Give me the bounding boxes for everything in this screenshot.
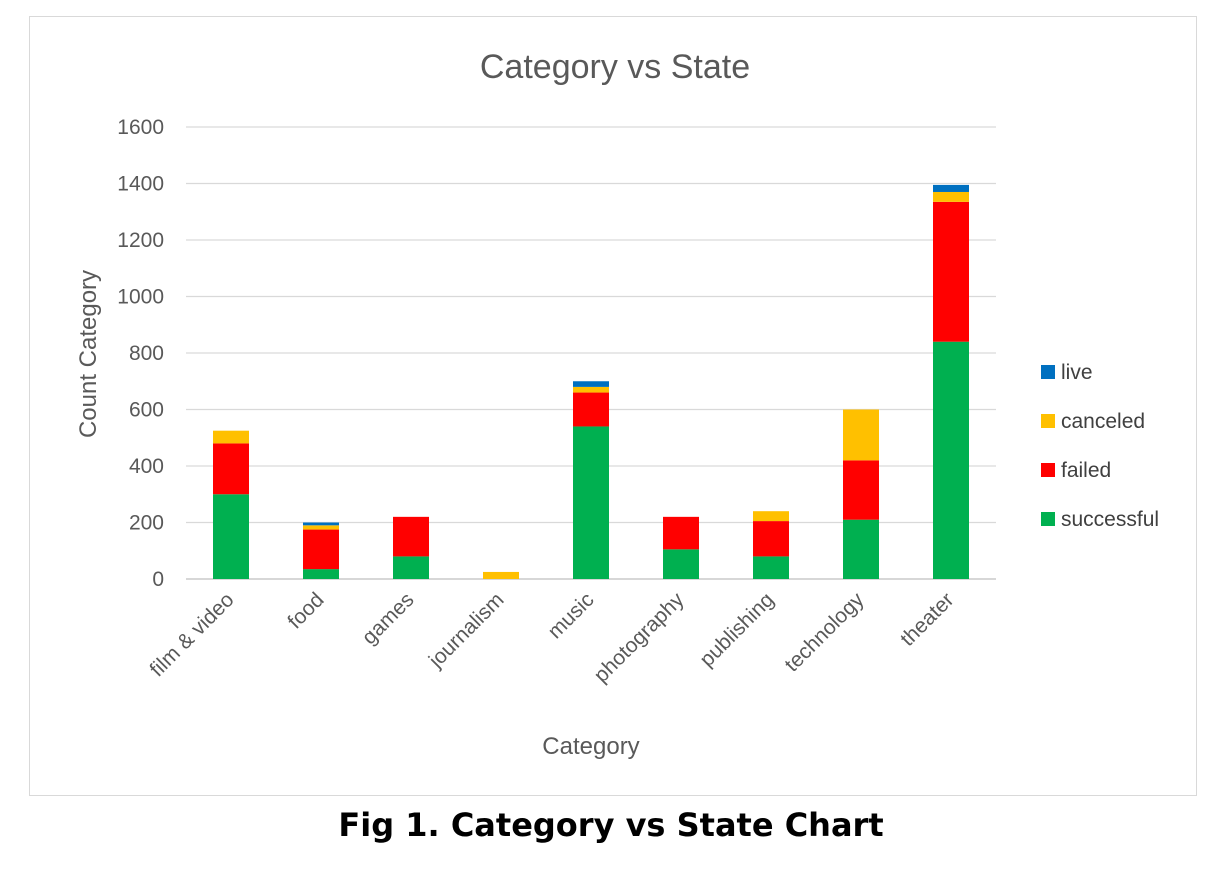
y-tick-label: 600 — [129, 399, 164, 422]
y-tick-labels: 0 200 400 600 800 1000 1200 1400 1600 — [117, 116, 164, 591]
bar-canceled — [303, 525, 339, 530]
legend-swatch — [1041, 512, 1055, 526]
x-tick-label: publishing — [695, 588, 778, 671]
chart-title: Category vs State — [480, 48, 750, 86]
bar-live — [303, 522, 339, 526]
x-tick-label: music — [543, 588, 598, 643]
x-axis-title: Category — [542, 733, 639, 760]
x-tick-label: technology — [780, 588, 868, 676]
legend-swatch — [1041, 365, 1055, 379]
y-axis-title: Count Category — [75, 270, 102, 438]
bar-canceled — [753, 511, 789, 522]
x-tick-label: journalism — [424, 588, 509, 673]
legend-swatch — [1041, 414, 1055, 428]
bar-canceled — [483, 571, 519, 579]
legend-label: canceled — [1061, 410, 1145, 433]
bar-failed — [393, 516, 429, 557]
bar-successful — [663, 549, 699, 579]
bar-failed — [213, 443, 249, 495]
x-tick-label: photography — [590, 588, 689, 687]
bar-successful — [573, 426, 609, 579]
legend-swatch — [1041, 463, 1055, 477]
bar-failed — [843, 460, 879, 520]
y-tick-label: 1200 — [117, 229, 164, 252]
legend: live canceled failed successful — [1041, 361, 1159, 531]
y-tick-label: 200 — [129, 512, 164, 535]
legend-label: live — [1061, 361, 1093, 384]
bar-failed — [753, 521, 789, 557]
bar-successful — [303, 569, 339, 579]
bar-live — [573, 381, 609, 387]
bar-failed — [573, 392, 609, 427]
chart-svg: Category vs State 0 200 400 600 800 1000 1200 1… — [75, 48, 1159, 760]
bar-canceled — [213, 430, 249, 444]
y-tick-label: 400 — [129, 455, 164, 478]
bar-failed — [663, 516, 699, 550]
bar-successful — [393, 556, 429, 579]
x-tick-label: film & video — [146, 588, 239, 681]
bar-successful — [933, 341, 969, 579]
y-tick-label: 1600 — [117, 116, 164, 139]
bar-failed — [303, 529, 339, 570]
bar-live — [933, 184, 969, 192]
x-tick-label: food — [283, 588, 328, 633]
legend-label: failed — [1061, 459, 1111, 482]
x-tick-labels: film & video food games journalism musicphot… — [146, 588, 959, 687]
bar-canceled — [573, 386, 609, 393]
bar-canceled — [843, 409, 879, 461]
y-tick-label: 1400 — [117, 173, 164, 196]
y-tick-label: 1000 — [117, 286, 164, 309]
chart-area: Category vs State 0 200 400 600 800 1000 1200 1… — [29, 16, 1197, 796]
x-tick-label: games — [358, 588, 419, 649]
x-tick-label: theater — [896, 588, 959, 651]
figure-caption: Fig 1. Category vs State Chart — [338, 806, 884, 844]
bars — [213, 184, 969, 579]
bar-failed — [933, 201, 969, 342]
bar-successful — [213, 494, 249, 579]
bar-canceled — [933, 191, 969, 202]
legend-label: successful — [1061, 508, 1159, 531]
y-tick-label: 800 — [129, 342, 164, 365]
bar-successful — [753, 556, 789, 579]
y-tick-label: 0 — [152, 568, 164, 591]
bar-successful — [843, 519, 879, 579]
